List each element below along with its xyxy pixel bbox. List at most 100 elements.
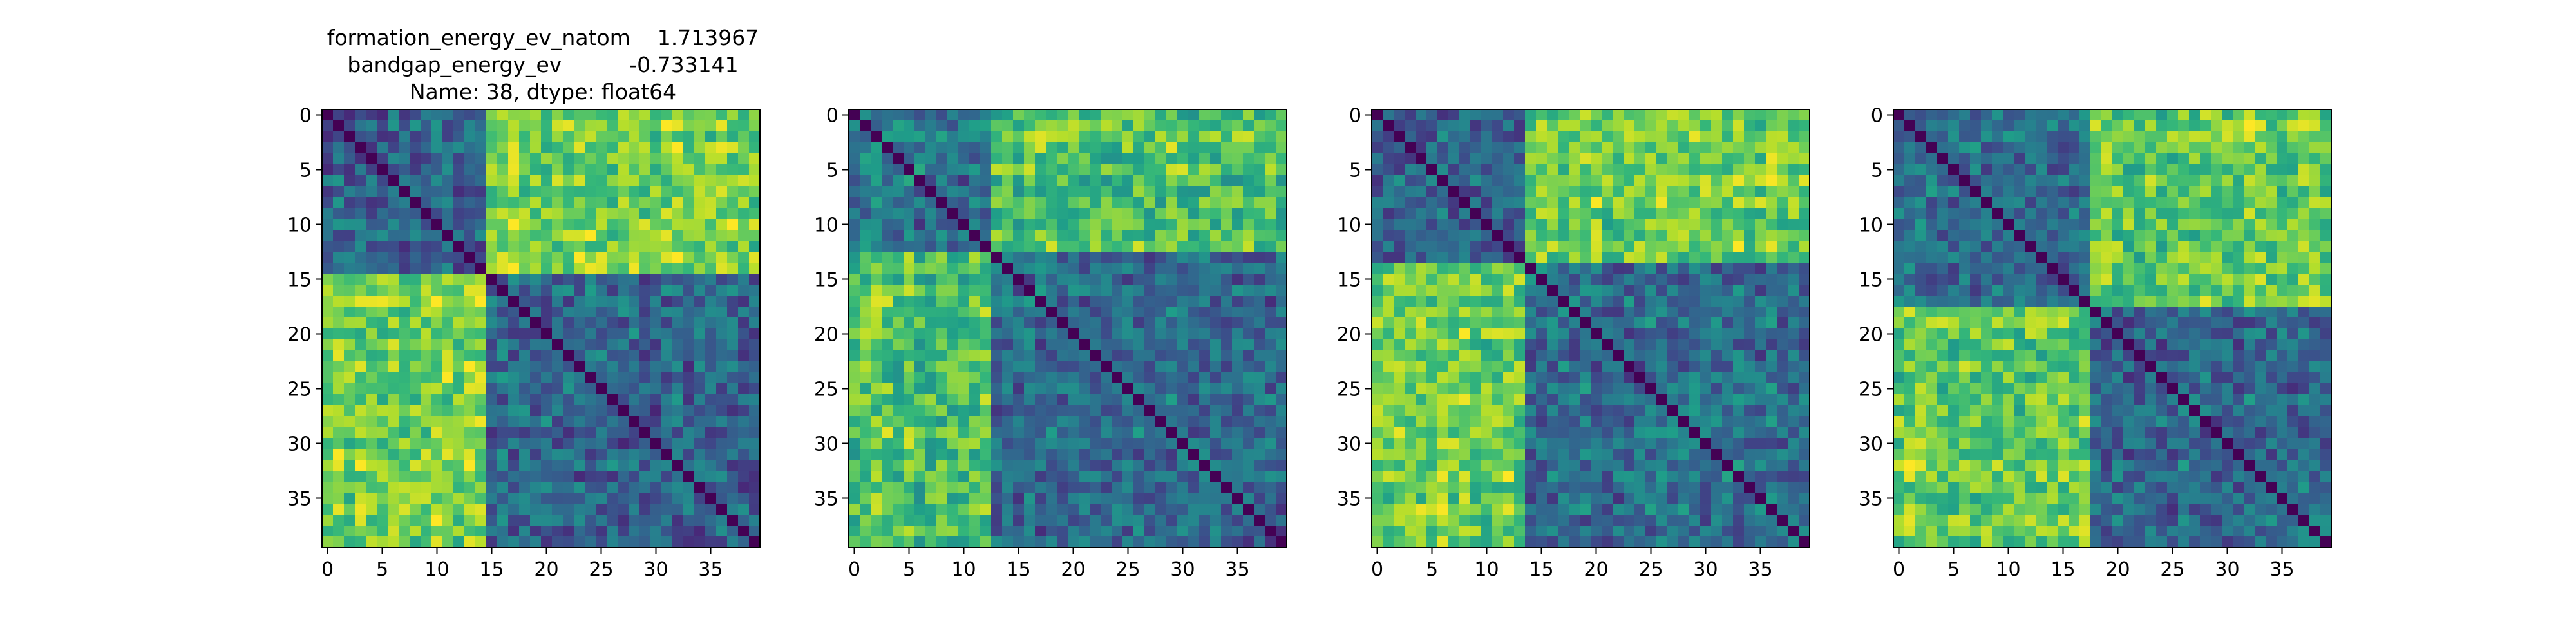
heatmap-cell xyxy=(849,153,860,165)
heatmap-cell xyxy=(1437,241,1449,252)
heatmap-cell xyxy=(727,328,739,340)
heatmap-cell xyxy=(464,219,476,231)
heatmap-cell xyxy=(694,504,706,515)
heatmap-cell xyxy=(1667,405,1679,417)
heatmap-cell xyxy=(694,471,706,482)
heatmap-cell xyxy=(1569,307,1580,318)
heatmap-cell xyxy=(1002,230,1014,242)
heatmap-cell xyxy=(1199,471,1211,482)
heatmap-cell xyxy=(749,328,761,340)
heatmap-cell xyxy=(1777,109,1788,121)
heatmap-cell xyxy=(914,493,926,504)
heatmap-cell xyxy=(1959,120,1971,132)
heatmap-cell xyxy=(1667,164,1679,176)
heatmap-cell xyxy=(1613,120,1624,132)
heatmap-cell xyxy=(1777,383,1788,395)
heatmap-cell xyxy=(1788,383,1799,395)
heatmap-cell xyxy=(1057,405,1068,417)
heatmap-cell xyxy=(629,109,640,121)
heatmap-cell xyxy=(925,471,937,482)
heatmap-cell xyxy=(421,460,432,471)
heatmap-cell xyxy=(629,383,640,395)
heatmap-cell xyxy=(1667,241,1679,252)
heatmap-cell xyxy=(893,307,904,318)
heatmap-cell xyxy=(1437,186,1449,198)
heatmap-cell xyxy=(1624,230,1635,242)
heatmap-cell xyxy=(1210,274,1222,285)
heatmap-cell xyxy=(1232,504,1244,515)
heatmap-cell xyxy=(683,186,695,198)
heatmap-cell xyxy=(453,153,465,165)
heatmap-cell xyxy=(1437,131,1449,143)
heatmap-cell xyxy=(1035,175,1046,187)
heatmap-cell xyxy=(1232,339,1244,351)
heatmap-cell xyxy=(1503,296,1515,307)
heatmap-cell xyxy=(1788,438,1799,450)
heatmap-cell xyxy=(1700,109,1712,121)
heatmap-cell xyxy=(1013,175,1025,187)
heatmap-cell xyxy=(871,339,882,351)
heatmap-cell xyxy=(585,460,596,471)
heatmap-cell xyxy=(508,252,520,263)
heatmap-cell xyxy=(1057,120,1068,132)
heatmap-cell xyxy=(1733,493,1745,504)
heatmap-cell xyxy=(1744,164,1756,176)
heatmap-cell xyxy=(893,263,904,274)
heatmap-cell xyxy=(1133,142,1145,154)
heatmap-cell xyxy=(1613,208,1624,220)
heatmap-cell xyxy=(629,536,640,548)
heatmap-cell xyxy=(871,208,882,220)
heatmap-cell xyxy=(1602,153,1613,165)
heatmap-cell xyxy=(1602,109,1613,121)
heatmap-cell xyxy=(333,307,345,318)
heatmap-cell xyxy=(1634,536,1646,548)
heatmap-cell xyxy=(694,307,706,318)
heatmap-cell xyxy=(552,186,564,198)
heatmap-cell xyxy=(1079,471,1090,482)
heatmap-cell xyxy=(1689,328,1701,340)
heatmap-cell xyxy=(1265,504,1276,515)
heatmap-cell xyxy=(727,307,739,318)
heatmap-cell xyxy=(1068,515,1079,526)
heatmap-cell xyxy=(1265,536,1276,548)
heatmap-cell xyxy=(936,427,948,439)
heatmap-cell xyxy=(607,153,618,165)
heatmap-cell xyxy=(1503,263,1515,274)
heatmap-cell xyxy=(508,328,520,340)
heatmap-cell xyxy=(914,383,926,395)
heatmap-cell xyxy=(530,493,542,504)
heatmap-cell xyxy=(1177,405,1189,417)
heatmap-cell xyxy=(1602,515,1613,526)
heatmap-cell xyxy=(585,504,596,515)
heatmap-cell xyxy=(1492,197,1504,209)
heatmap-cell xyxy=(1426,263,1438,274)
heatmap-cell xyxy=(1394,515,1405,526)
heatmap-cell xyxy=(1002,197,1014,209)
heatmap-cell xyxy=(366,296,377,307)
heatmap-cell xyxy=(1221,230,1233,242)
heatmap-cell xyxy=(399,350,410,362)
heatmap-cell xyxy=(914,504,926,515)
heatmap-cell xyxy=(1437,427,1449,439)
heatmap-cell xyxy=(344,274,355,285)
heatmap-cell xyxy=(1591,120,1602,132)
heatmap-cell xyxy=(1788,460,1799,471)
heatmap-cell xyxy=(1166,438,1178,450)
heatmap-cell xyxy=(497,449,509,460)
heatmap-cell xyxy=(519,186,531,198)
heatmap-cell xyxy=(344,493,355,504)
heatmap-cell xyxy=(1068,186,1079,198)
heatmap-cell xyxy=(585,131,596,143)
heatmap-cell xyxy=(486,120,498,132)
heatmap-cell xyxy=(596,536,607,548)
heatmap-cell xyxy=(399,131,410,143)
heatmap-cell xyxy=(563,405,574,417)
heatmap-cell xyxy=(1383,416,1394,428)
heatmap-cell xyxy=(1624,526,1635,537)
heatmap-cell xyxy=(519,252,531,263)
heatmap-cell xyxy=(1210,186,1222,198)
heatmap-cell xyxy=(1569,252,1580,263)
heatmap-cell xyxy=(1166,219,1178,231)
heatmap-cell xyxy=(1057,427,1068,439)
heatmap-cell xyxy=(486,175,498,187)
